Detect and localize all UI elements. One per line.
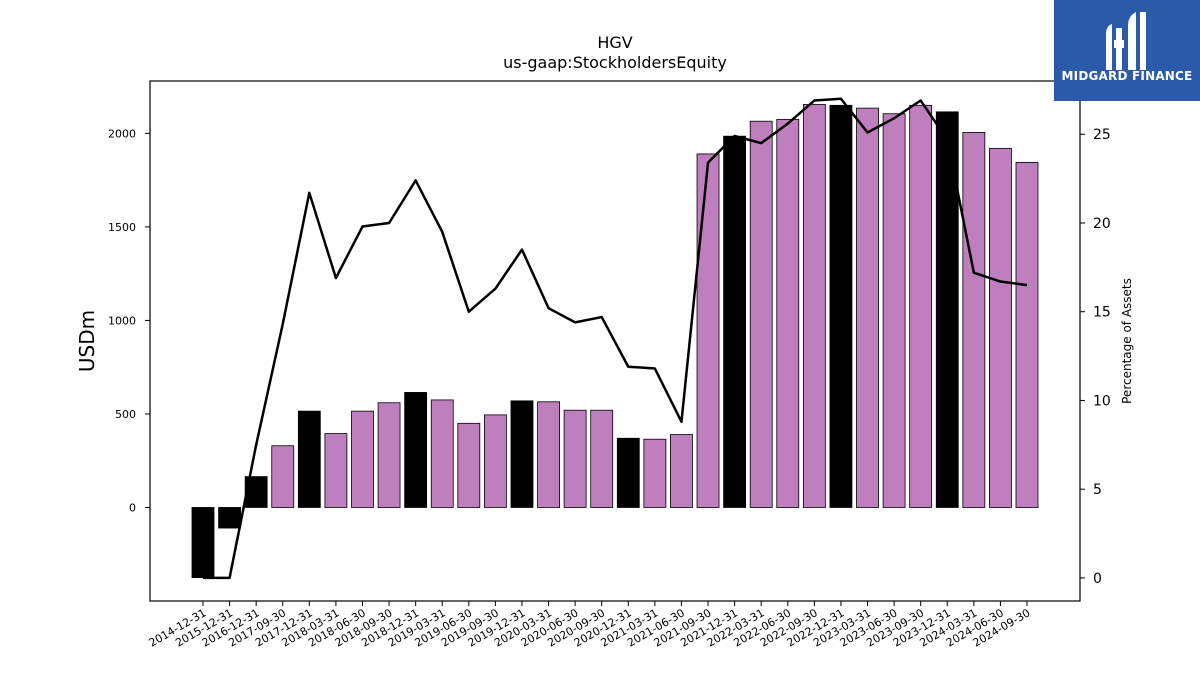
bar-2023-03-31 (856, 107, 879, 508)
bar-2020-06-30 (563, 409, 587, 508)
y-tick-label-0: 0 (129, 501, 136, 514)
bar-2014-12-31 (191, 507, 215, 579)
bar-2024-09-30 (1015, 161, 1039, 508)
bar-2024-03-31 (962, 132, 986, 508)
y2-tick-label-20: 20 (1093, 216, 1111, 232)
bar-2021-03-31 (643, 438, 667, 508)
y-tick-label-1500: 1500 (108, 221, 136, 234)
bar-2017-09-30 (271, 445, 295, 508)
bar-2017-12-31 (297, 410, 321, 508)
y2-axis-label: Percentage of Assets (1120, 278, 1134, 404)
bar-2020-12-31 (616, 437, 640, 508)
y-tick-label-1000: 1000 (108, 314, 136, 327)
bar-2015-12-31 (218, 507, 241, 529)
bar-2022-12-31 (829, 104, 853, 508)
logo-text: MIDGARD FINANCE (1061, 69, 1193, 83)
bar-2023-12-31 (935, 111, 959, 508)
y2-tick-label-15: 15 (1093, 305, 1111, 321)
y-tick-label-2000: 2000 (108, 127, 136, 140)
bar-2018-06-30 (351, 410, 374, 508)
chart-title: HGV (597, 33, 632, 52)
bar-2020-09-30 (590, 409, 614, 508)
y2-tick-label-10: 10 (1093, 393, 1111, 409)
bar-2018-12-31 (404, 392, 428, 508)
logo-mark-icon (1106, 12, 1146, 70)
bar-2021-12-31 (723, 135, 747, 508)
line-group (203, 97, 1028, 580)
bar-2022-09-30 (802, 103, 826, 508)
y2-tick-label-25: 25 (1093, 127, 1111, 143)
bar-2018-03-31 (324, 433, 348, 508)
bar-2023-06-30 (882, 113, 906, 508)
bar-2018-09-30 (377, 402, 401, 508)
bar-2019-09-30 (483, 414, 507, 508)
plot-frame (149, 80, 1081, 602)
percentage-line (203, 97, 1028, 580)
bar-2021-06-30 (670, 434, 693, 508)
bar-2022-06-30 (776, 118, 800, 508)
bar-2021-09-30 (696, 153, 720, 508)
bar-2024-06-30 (989, 147, 1012, 508)
bar-2023-09-30 (909, 104, 933, 508)
y2-tick-label-0: 0 (1093, 571, 1102, 587)
y2-tick-label-5: 5 (1093, 482, 1102, 498)
chart-subtitle: us-gaap:StockholdersEquity (503, 53, 727, 72)
y-tick-label-500: 500 (115, 408, 136, 421)
bar-2019-12-31 (510, 400, 534, 508)
y-axis-label: USDm (75, 310, 99, 372)
bar-2019-03-31 (430, 399, 454, 508)
bar-2022-03-31 (749, 120, 773, 508)
bar-2016-12-31 (244, 476, 268, 508)
bar-2019-06-30 (457, 422, 481, 508)
brand-logo: MIDGARD FINANCE (1054, 0, 1200, 101)
bars-group (191, 103, 1039, 579)
axes-group: 050010001500200005101520252014-12-312015… (108, 80, 1111, 650)
bar-2020-03-31 (537, 401, 560, 508)
